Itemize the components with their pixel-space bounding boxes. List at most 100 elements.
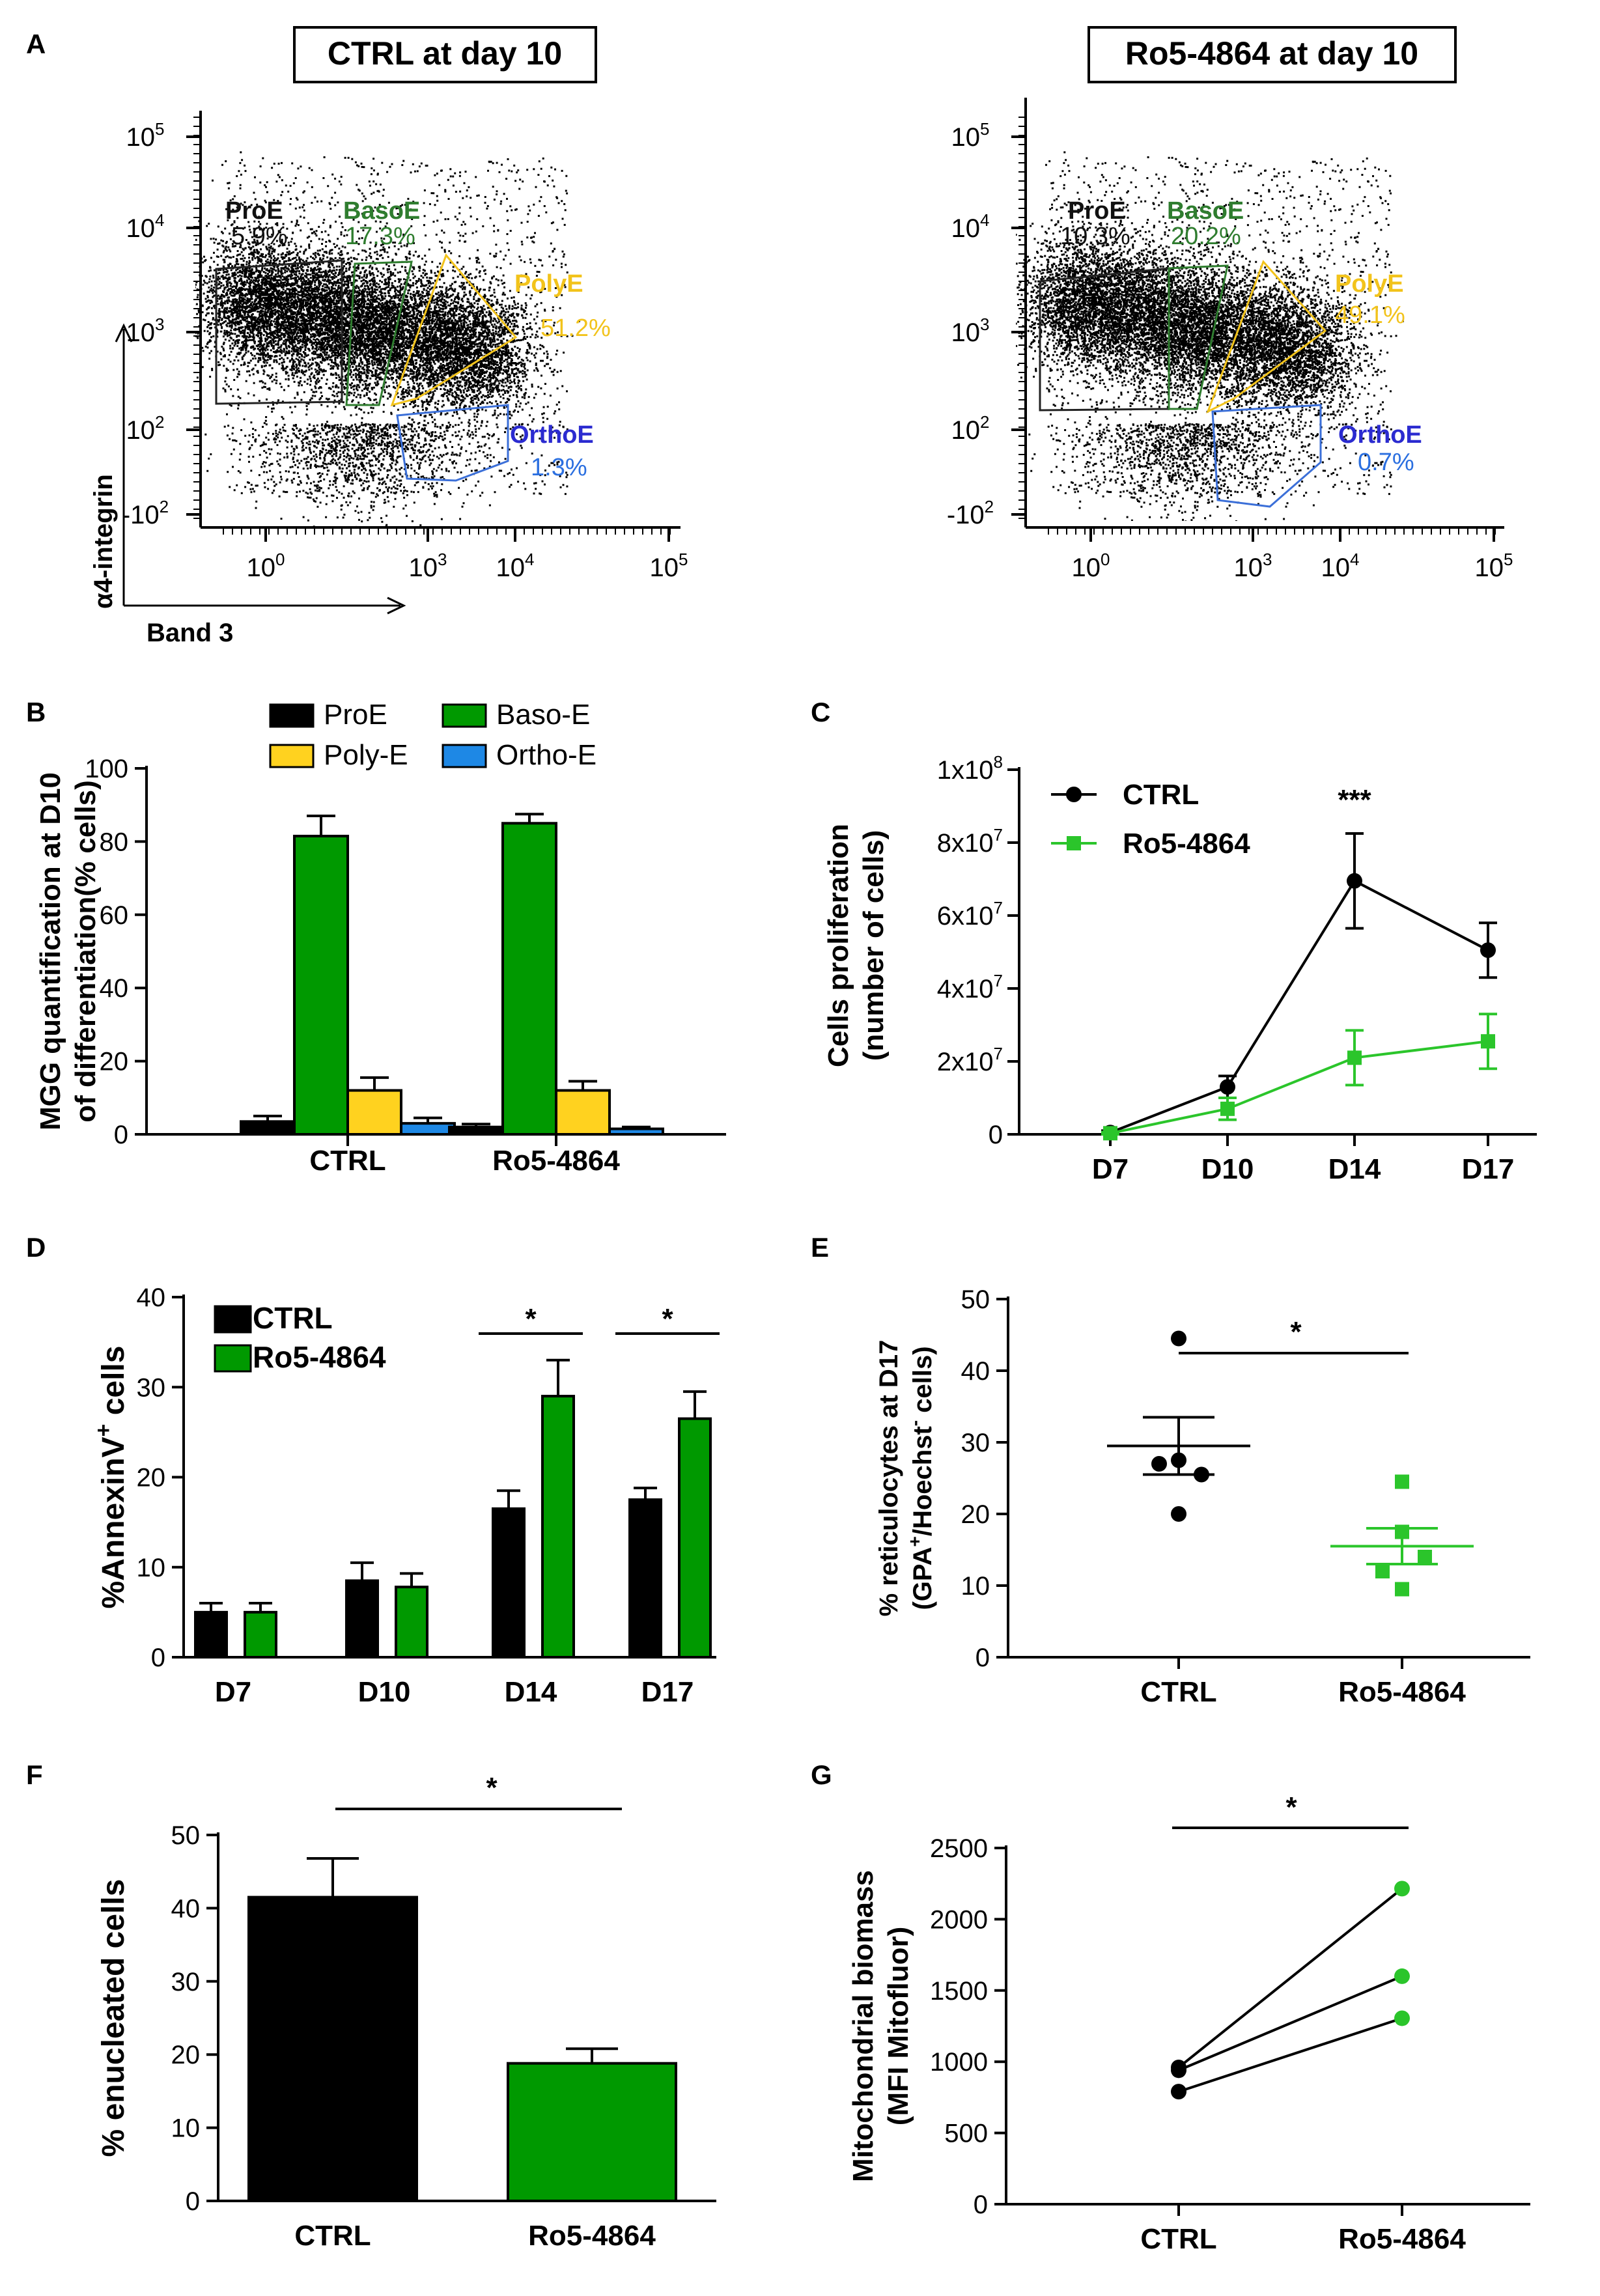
c-legend-marker <box>1066 787 1082 802</box>
g-ylabel-line: (MFI Mitofluor) <box>882 1927 914 2125</box>
f-bar-ctrl <box>247 1896 418 2203</box>
gate-a1-proe-pct: 5.9% <box>231 223 288 250</box>
c-series-line-1 <box>1110 1040 1489 1135</box>
b-legend-label: ProE <box>324 699 387 731</box>
plot-a1-x-tick-1e0-label-exp: 0 <box>275 550 285 569</box>
gate-a1-basoe <box>345 260 413 406</box>
plot-a2-y-tick-label-neg1e2: -102 <box>947 497 994 529</box>
e-y-tick-label: 50 <box>961 1285 990 1314</box>
e-point-ctrl <box>1151 1456 1167 1472</box>
g-y-tick-label: 2000 <box>930 1905 988 1934</box>
b-legend-swatch <box>269 744 315 768</box>
e-y-tick-label: 20 <box>961 1500 990 1529</box>
plot-a1-x-tick-1e3-label-base: 10 <box>409 553 438 582</box>
g-y-tick-label: 0 <box>974 2191 988 2219</box>
d-ylabel-base: %AnnexinV <box>96 1436 131 1608</box>
g-ylabel-line: Mitochondrial biomass <box>847 1870 879 2182</box>
b-y-tick-label: 80 <box>100 828 129 856</box>
panel-b: B 0 20 40 60 80 100 MGG quantification at D10 o… <box>26 697 726 1177</box>
plot-a2-x-tick-1e5-label: 105 <box>1475 550 1513 582</box>
c-x-label: D7 <box>1092 1153 1129 1185</box>
plot-a2-y-tick-label-1e4-exp: 4 <box>980 210 989 230</box>
b-bar-baso-e <box>293 834 349 1136</box>
g-point-ro5 <box>1394 1968 1410 1984</box>
c-legend-label: Ro5-4864 <box>1123 828 1250 860</box>
plot-a1-x-tick-1e3-label-exp: 3 <box>438 550 447 569</box>
c-y-tick-label-base: 4x10 <box>937 975 994 1003</box>
plot-a2-y-tick-label-1e5-base: 10 <box>951 123 981 152</box>
plot-a1-x-tick-1e0-label-base: 10 <box>247 553 276 582</box>
plot-a1-events <box>195 151 580 527</box>
plot-a2-gate-labels: ProE 10.3% BasoE 20.2% PolyE 49.1% Ortho… <box>1060 197 1422 476</box>
plot-a2-x-tick-1e5-label-base: 10 <box>1475 553 1504 582</box>
b-legend-swatch <box>442 744 487 768</box>
chart-b: 0 20 40 60 80 100 MGG quantification at D10 of … <box>35 699 726 1177</box>
chart-f: 0 10 20 30 40 50 % enucleated cells CTRL Ro5-486… <box>96 1772 716 2252</box>
b-bar-ortho-e <box>400 1122 456 1136</box>
e-point-ro5 <box>1418 1550 1432 1564</box>
gate-a1-basoe-name: BasoE <box>343 197 420 225</box>
plot-a1-y-tick-label-1e3-exp: 3 <box>155 315 164 334</box>
event-dots <box>1016 151 1404 521</box>
panel-d: D 0 10 20 30 40 %AnnexinV+ cells D7 D10 D14 * D17 *… <box>26 1232 720 1708</box>
b-y-tick-label: 0 <box>114 1121 128 1149</box>
e-point-ro5 <box>1395 1474 1409 1489</box>
d-bar-ro5 <box>678 1417 712 1659</box>
e-significance-star: * <box>1290 1316 1302 1348</box>
gate-a1-polye <box>390 253 518 407</box>
gate-a2-basoe <box>1168 264 1229 410</box>
c-point-ro5 <box>1481 1034 1495 1049</box>
plot-a2-y-tick-label-1e5-exp: 5 <box>980 119 989 139</box>
plot-a1-gates <box>215 253 518 482</box>
c-y-tick-label-exp: 7 <box>994 898 1003 917</box>
c-y-tick-label-base: 1x10 <box>937 756 994 785</box>
c-y-tick-label: 2x107 <box>937 1044 1003 1076</box>
c-point-ro5 <box>1103 1126 1117 1141</box>
plot-a-ylabel: α4-integrin <box>89 474 118 609</box>
b-legend-label: Baso-E <box>496 699 590 731</box>
chart-e: 0 10 20 30 40 50 % reticulocytes at D17 (GPA+/H… <box>875 1285 1530 1708</box>
plot-a-xlabel: Band 3 <box>147 619 233 647</box>
c-y-tick-label-base: 6x10 <box>937 902 994 931</box>
c-y-tick-label-exp: 7 <box>994 971 1003 990</box>
d-legend-swatch <box>214 1344 252 1373</box>
d-significance-star: * <box>525 1303 537 1335</box>
b-y-tick-label: 20 <box>100 1048 129 1076</box>
e-ylabel-part: + <box>905 1536 925 1547</box>
panel-letter-a: A <box>26 29 46 59</box>
f-y-tick-label: 20 <box>171 2041 201 2069</box>
gate-a2-orthoe <box>1211 404 1322 508</box>
b-y-tick-label: 100 <box>85 755 128 783</box>
plot-a1-y-tick-label-1e2-exp: 2 <box>155 412 164 432</box>
d-y-tick-label: 0 <box>151 1644 165 1672</box>
d-bar-ro5 <box>244 1610 277 1659</box>
chart-d: 0 10 20 30 40 %AnnexinV+ cells D7 D10 D14 * D17 * CT… <box>91 1283 720 1708</box>
f-x-label: CTRL <box>294 2220 371 2252</box>
f-bar-ro5 <box>507 2062 677 2202</box>
e-ylabel-part: (GPA <box>908 1547 937 1610</box>
plot-a2-title: Ro5-4864 at day 10 <box>1125 35 1418 72</box>
plot-a1-title-box <box>293 26 597 83</box>
e-ylabel-line2: (GPA+/Hoechst- cells) <box>905 1346 937 1610</box>
g-y-tick-label: 1500 <box>930 1977 988 2006</box>
plot-a2-y-tick-label-1e4-base: 10 <box>951 214 981 243</box>
b-ylabel-line: of differentiation(% cells) <box>70 780 102 1123</box>
b-x-label: Ro5-4864 <box>492 1145 620 1177</box>
plot-a2-y-tick-label-1e3: 103 <box>951 315 990 347</box>
b-y-tick-label: 60 <box>100 901 129 930</box>
c-significance: *** <box>1338 784 1371 816</box>
plot-a1-y-tick-label-1e4: 104 <box>126 210 165 243</box>
e-y-tick-label: 30 <box>961 1429 990 1457</box>
f-ylabel: % enucleated cells <box>96 1879 131 2157</box>
f-y-tick-label: 40 <box>171 1894 201 1923</box>
b-bar-ortho-e <box>608 1127 664 1136</box>
d-legend-label: CTRL <box>253 1301 333 1335</box>
plot-a1-y-tick-label-neg1e2-exp: 2 <box>160 497 169 516</box>
g-point-ctrl <box>1171 2084 1186 2100</box>
plot-a1-x-tick-1e4-label: 104 <box>496 550 535 582</box>
d-x-label: D14 <box>505 1676 557 1708</box>
plot-a1-x-tick-1e3-label: 103 <box>409 550 447 582</box>
g-significance-star: * <box>1285 1791 1297 1823</box>
